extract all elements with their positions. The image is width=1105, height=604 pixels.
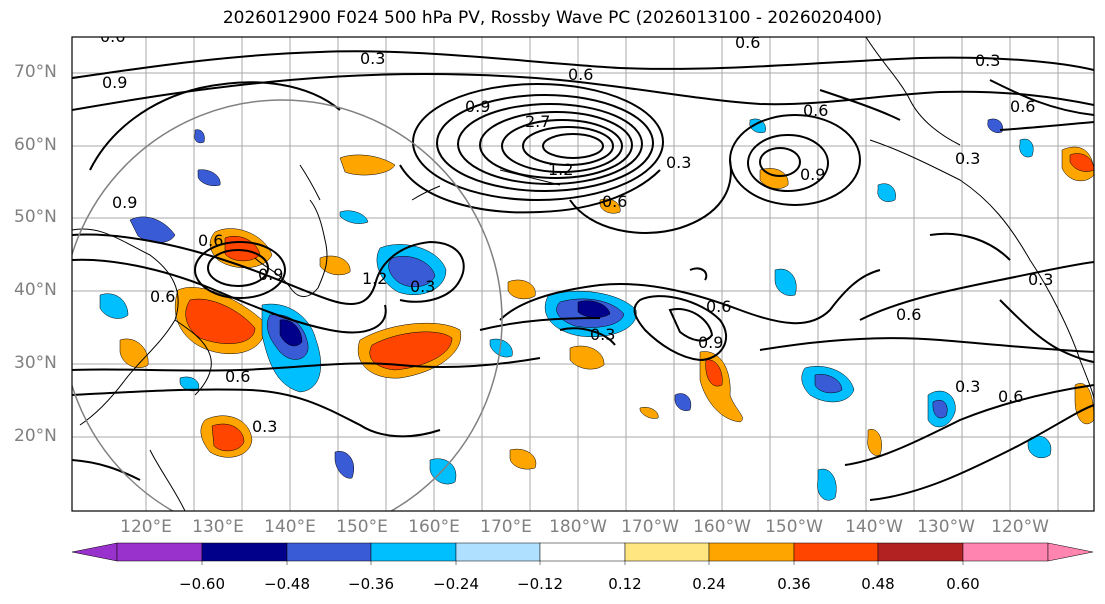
colorbar-tick-label: −0.24 — [433, 575, 479, 593]
pv-contours — [72, 50, 1094, 501]
colorbar-bin — [455, 542, 541, 562]
contour-label: 0.9 — [258, 265, 283, 284]
contour-label: 2.7 — [525, 112, 550, 131]
contour-label: 1.2 — [362, 269, 387, 288]
colorbar-tick-label: 0.36 — [777, 575, 811, 593]
colorbar-max-extend — [1047, 542, 1094, 562]
contour-labels: 0.6 0.3 0.9 0.6 0.3 0.6 1.2 0.9 2.7 0.3 … — [100, 27, 1053, 436]
contour-label: 0.3 — [666, 153, 691, 172]
lon-label: 120°E — [120, 517, 172, 537]
lon-label: 120°W — [991, 517, 1049, 537]
contour-label: 0.3 — [252, 417, 277, 436]
colorbar-tick-label: −0.60 — [179, 575, 225, 593]
lon-label: 130°E — [192, 517, 244, 537]
lon-label: 130°W — [917, 517, 975, 537]
lon-label: 140°E — [264, 517, 316, 537]
contour-label: 0.6 — [198, 231, 223, 250]
contour-label: 0.6 — [150, 287, 175, 306]
lon-label: 170°E — [480, 517, 532, 537]
contour-label: 0.3 — [955, 149, 980, 168]
contour-label: 0.3 — [955, 377, 980, 396]
range-circle — [72, 99, 503, 511]
colorbar-min-extend — [71, 542, 118, 562]
lon-label: 140°W — [845, 517, 903, 537]
contour-label: 0.9 — [698, 333, 723, 352]
contour-label: 0.3 — [1028, 270, 1053, 289]
coastlines — [72, 37, 1094, 511]
contour-label: 0.3 — [590, 325, 615, 344]
lon-label: 160°E — [408, 517, 460, 537]
colorbar-tick-label: 0.12 — [608, 575, 642, 593]
lat-label: 70°N — [14, 62, 57, 82]
colorbar-bin — [793, 542, 879, 562]
colorbar-bin — [201, 542, 288, 562]
contour-label: 1.2 — [548, 160, 573, 179]
colorbar-tick-label: 0.60 — [946, 575, 980, 593]
contour-label: 0.6 — [803, 101, 828, 120]
contour-label: 0.6 — [602, 192, 627, 211]
contour-label: 0.6 — [568, 65, 593, 84]
map-title: 2026012900 F024 500 hPa PV, Rossby Wave … — [222, 8, 883, 28]
contour-label: 0.6 — [1010, 97, 1035, 116]
lon-label: 150°W — [765, 517, 823, 537]
contour-label: 0.3 — [410, 277, 435, 296]
colorbar-bin — [877, 542, 964, 562]
colorbar-bin — [370, 542, 457, 562]
colorbar — [71, 542, 1094, 565]
lon-label: 180°W — [549, 517, 607, 537]
lon-label: 160°W — [693, 517, 751, 537]
contour-label: 0.6 — [998, 387, 1023, 406]
colorbar-tick-label: −0.12 — [517, 575, 563, 593]
colorbar-bin — [116, 542, 203, 562]
colorbar-bin — [708, 542, 795, 562]
lon-label: 150°E — [336, 517, 388, 537]
contour-label: 0.9 — [102, 73, 127, 92]
lat-label: 60°N — [14, 135, 57, 155]
contour-label: 0.9 — [112, 193, 137, 212]
contour-label: 0.9 — [465, 97, 490, 116]
contour-label: 0.3 — [975, 51, 1000, 70]
colorbar-bin — [962, 542, 1049, 562]
colorbar-bin — [286, 542, 372, 562]
colorbar-tick-label: 0.48 — [861, 575, 895, 593]
colorbar-tick-label: −0.36 — [348, 575, 394, 593]
colorbar-tick-label: −0.48 — [264, 575, 310, 593]
colorbar-bin — [539, 542, 626, 562]
contour-label: 0.6 — [735, 33, 760, 52]
contour-label: 0.6 — [896, 305, 921, 324]
contour-label: 0.6 — [100, 27, 125, 46]
contour-label: 0.6 — [225, 367, 250, 386]
lon-label: 170°W — [621, 517, 679, 537]
lat-label: 20°N — [14, 426, 57, 446]
contour-label: 0.9 — [800, 165, 825, 184]
lat-label: 40°N — [14, 280, 57, 300]
contour-label: 0.6 — [706, 297, 731, 316]
colorbar-bin — [624, 542, 710, 562]
map-frame — [71, 36, 1095, 512]
lat-label: 30°N — [14, 353, 57, 373]
colorbar-tick-label: 0.24 — [692, 575, 726, 593]
contour-label: 0.3 — [360, 49, 385, 68]
lat-label: 50°N — [14, 207, 57, 227]
